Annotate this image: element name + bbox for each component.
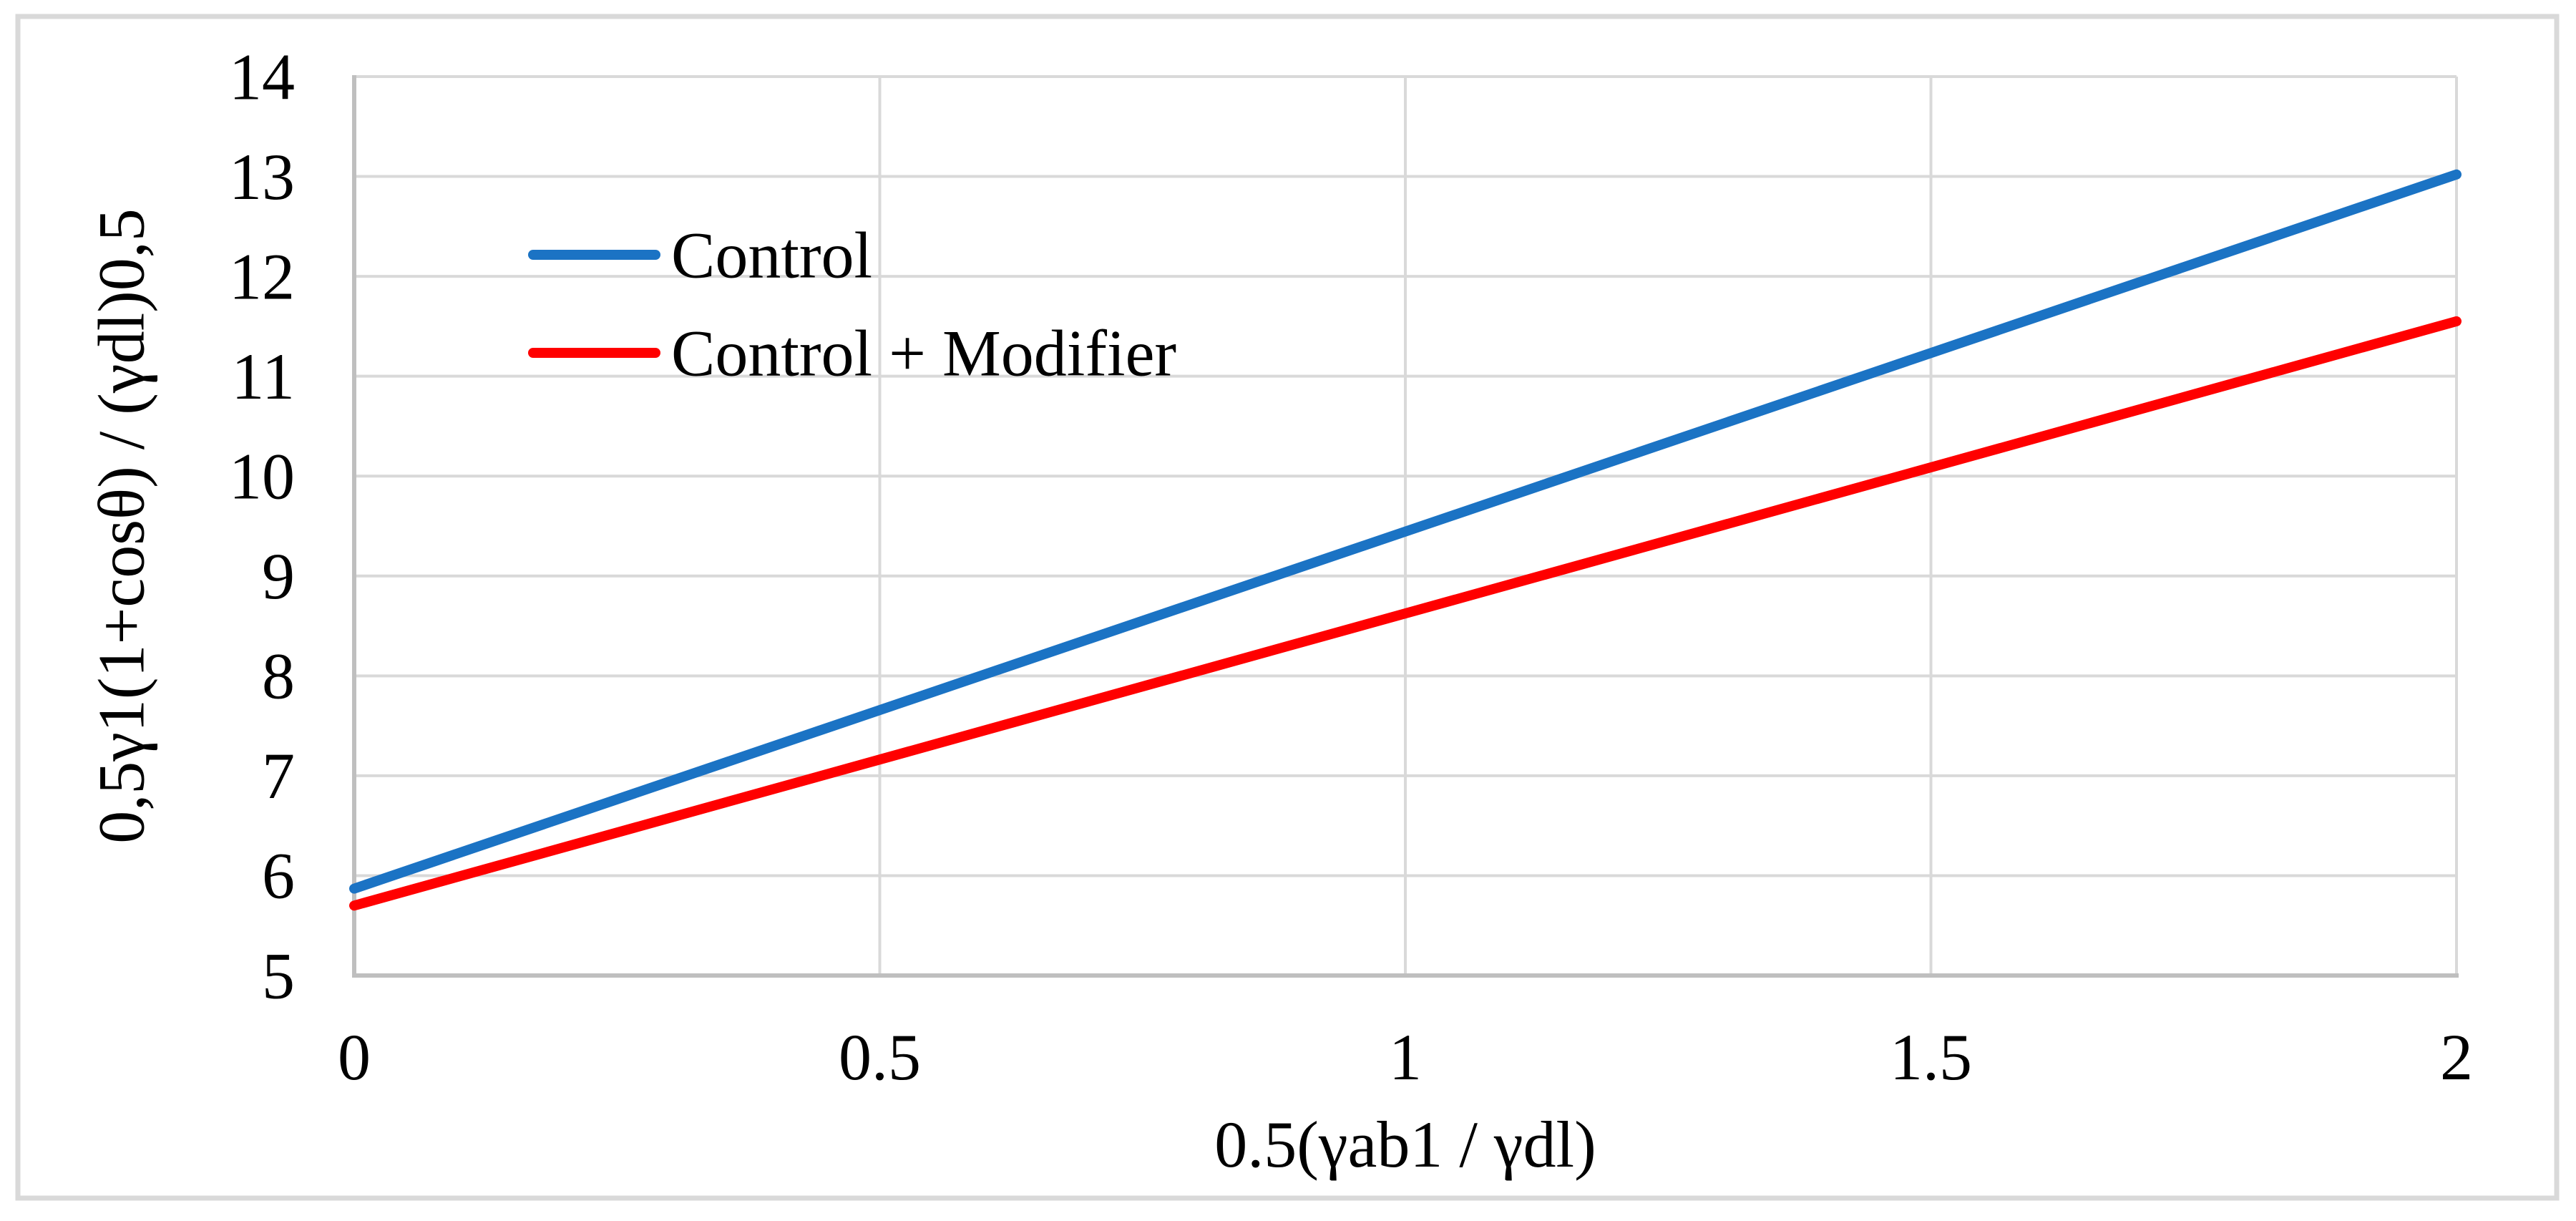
y-tick-label: 14	[229, 40, 295, 113]
legend-group: Control Control + Modifier	[528, 218, 1176, 389]
series-line-control	[349, 169, 2462, 894]
y-tick-label: 8	[262, 640, 295, 713]
y-tick-label: 12	[229, 240, 295, 313]
x-tick-label: 1	[1389, 1021, 1422, 1094]
legend-label-control-modifier: Control + Modifier	[671, 316, 1176, 389]
gridlines-group	[354, 75, 2458, 976]
x-axis-title: 0.5(γab1 / γdl)	[1214, 1108, 1596, 1181]
x-tick-label: 2	[2440, 1021, 2473, 1094]
x-tick-label: 0	[338, 1021, 371, 1094]
series-line-control-modifier	[349, 316, 2462, 911]
x-tick-label: 1.5	[1890, 1021, 1972, 1094]
figure-border	[15, 14, 2560, 1201]
axes-group	[352, 75, 2459, 978]
y-tick-label: 13	[229, 140, 295, 213]
legend-label-control: Control	[671, 218, 872, 291]
series-lines-group	[349, 169, 2462, 911]
y-tick-label: 10	[229, 440, 295, 513]
y-tick-label: 11	[231, 340, 295, 413]
y-tick-label: 9	[262, 540, 295, 613]
tick-labels-group: 5 6 7 8 9 10 11 12 13 14 0 0.5 1 1.5 2	[229, 40, 2473, 1094]
x-tick-label: 0.5	[839, 1021, 921, 1094]
y-tick-label: 6	[262, 840, 295, 913]
y-axis-title: 0,5γ1(1+cosθ) / (γdl)0,5	[84, 208, 157, 844]
y-tick-label: 5	[262, 939, 295, 1012]
y-tick-label: 7	[262, 739, 295, 812]
